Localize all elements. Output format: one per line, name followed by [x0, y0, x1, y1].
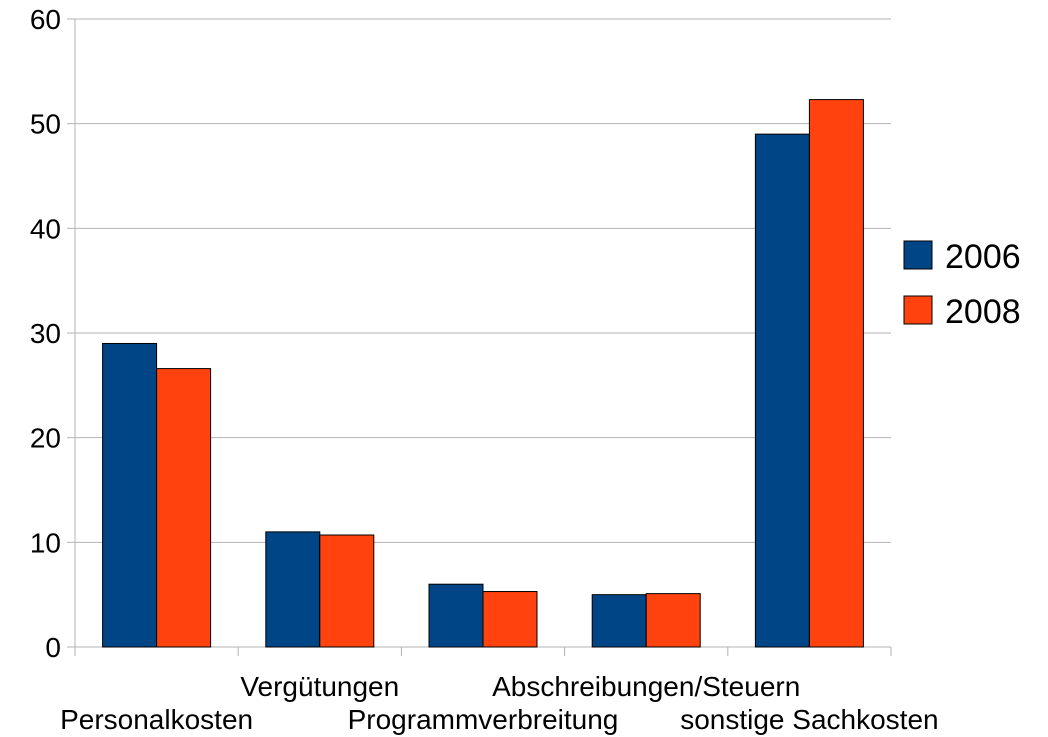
y-tick-label: 60 — [30, 4, 61, 35]
y-tick-label: 20 — [30, 423, 61, 454]
bar-2006-3 — [428, 583, 484, 648]
category-label: Vergütungen — [240, 671, 399, 702]
category-label: Abschreibungen/Steuern — [492, 671, 800, 702]
bar-2008-3 — [482, 591, 538, 648]
y-tick-labels: 0 10 20 30 40 50 60 — [30, 4, 61, 663]
y-tick-label: 50 — [30, 109, 61, 140]
y-tick-label: 40 — [30, 213, 61, 244]
y-tick-label: 10 — [30, 527, 61, 558]
legend-swatch — [903, 240, 933, 270]
legend-swatch — [903, 295, 933, 325]
bars — [102, 99, 864, 648]
bar-2006-5 — [754, 133, 810, 648]
bar-2008-1 — [156, 368, 212, 648]
bar-2008-2 — [319, 534, 375, 648]
bar-2006-2 — [265, 531, 321, 648]
legend-label: 2008 — [945, 293, 1021, 331]
bar-2008-4 — [645, 593, 701, 648]
legend: 2006 2008 — [903, 238, 1021, 331]
bar-2006-4 — [591, 594, 647, 648]
category-label: Personalkosten — [60, 704, 253, 735]
bar-2008-5 — [808, 99, 864, 648]
category-label: Programmverbreitung — [348, 704, 619, 735]
legend-label: 2006 — [945, 238, 1021, 276]
y-tick-label: 0 — [45, 632, 61, 663]
category-labels: PersonalkostenVergütungenProgrammverbrei… — [60, 671, 939, 735]
bar-2006-1 — [102, 342, 158, 648]
category-label: sonstige Sachkosten — [680, 704, 938, 735]
y-tick-label: 30 — [30, 318, 61, 349]
